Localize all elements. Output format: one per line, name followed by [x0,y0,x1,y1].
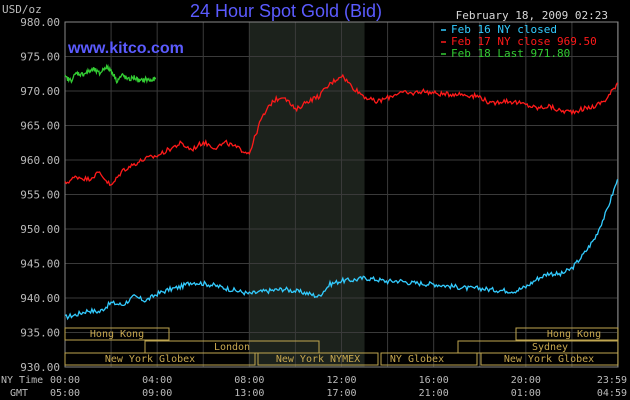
y-tick-label: 970.00 [20,85,60,98]
chart-title: 24 Hour Spot Gold (Bid) [190,1,382,21]
grid-lines [64,21,619,368]
price-series [64,63,619,321]
session-ny-globex-3: New York Globex [504,354,594,365]
session-ny-globex-3-box [480,352,619,366]
x-axis-label-gmt: GMT [10,388,28,399]
series-line-2 [64,63,157,85]
x-tick-label-gmt: 13:00 [234,388,264,399]
x-tick-label-ny: 12:00 [326,375,356,386]
x-axis-label-ny: NY Time [1,375,43,386]
x-tick-label-ny: 23:59 [597,375,627,386]
x-tick-label-ny: 08:00 [234,375,264,386]
legend-feb16: Feb 16 NY closed [451,23,557,36]
legend-feb17: Feb 17 NY close 969.50 [451,35,597,48]
plot-frame [64,21,619,368]
market-sessions: Hong Kong Hong Kong London Sydney New Yo… [64,327,619,366]
x-tick-label-gmt: 01:00 [511,388,541,399]
session-ny-nymex-box [257,352,379,366]
y-tick-label: 945.00 [20,258,60,271]
y-tick-label: 975.00 [20,51,60,64]
legend: Feb 16 NY closed Feb 17 NY close 969.50 … [441,23,597,60]
session-ny-globex-2-box [380,352,478,366]
y-tick-label: 940.00 [20,292,60,305]
series-line-0 [64,179,619,321]
y-tick-label: 960.00 [20,154,60,167]
x-tick-label-ny: 00:00 [50,375,80,386]
y-tick-label: 980.00 [20,16,60,29]
session-london: London [214,342,250,353]
series-line-1 [64,73,619,187]
watermark: www.kitco.com [67,40,184,57]
timestamp: February 18, 2009 02:23 [456,9,608,22]
x-tick-label-gmt: 05:00 [50,388,80,399]
y-axis-ticks: 980.00 975.00 970.00 965.00 960.00 955.00 950.… [20,16,60,374]
session-hong-kong-2-box [515,327,619,341]
x-axis-ticks: 00:00 05:00 04:00 09:00 08:00 13:00 12:00 17:00… [50,375,627,399]
x-tick-label-gmt: 04:59 [597,388,627,399]
x-tick-label-gmt: 09:00 [142,388,172,399]
session-sydney: Sydney [532,342,568,353]
x-tick-label-ny: 04:00 [142,375,172,386]
y-unit-label: USD/oz [2,3,42,16]
y-tick-label: 965.00 [20,120,60,133]
session-ny-nymex: New York NYMEX [276,354,360,365]
y-tick-label: 955.00 [20,189,60,202]
y-tick-label: 935.00 [20,327,60,340]
session-hong-kong: Hong Kong [90,329,144,340]
legend-feb18: Feb 18 Last 971.80 [451,47,570,60]
session-hong-kong-box [64,327,170,341]
x-tick-label-gmt: 21:00 [419,388,449,399]
x-tick-label-ny: 16:00 [419,375,449,386]
session-ny-globex-1: New York Globex [105,354,195,365]
x-tick-label-ny: 20:00 [511,375,541,386]
y-tick-label: 930.00 [20,361,60,374]
y-tick-label: 950.00 [20,223,60,236]
x-tick-label-gmt: 17:00 [326,388,356,399]
session-ny-globex-1-box [64,352,256,366]
session-ny-globex-2: NY Globex [390,354,444,365]
session-hong-kong-2: Hong Kong [547,329,601,340]
